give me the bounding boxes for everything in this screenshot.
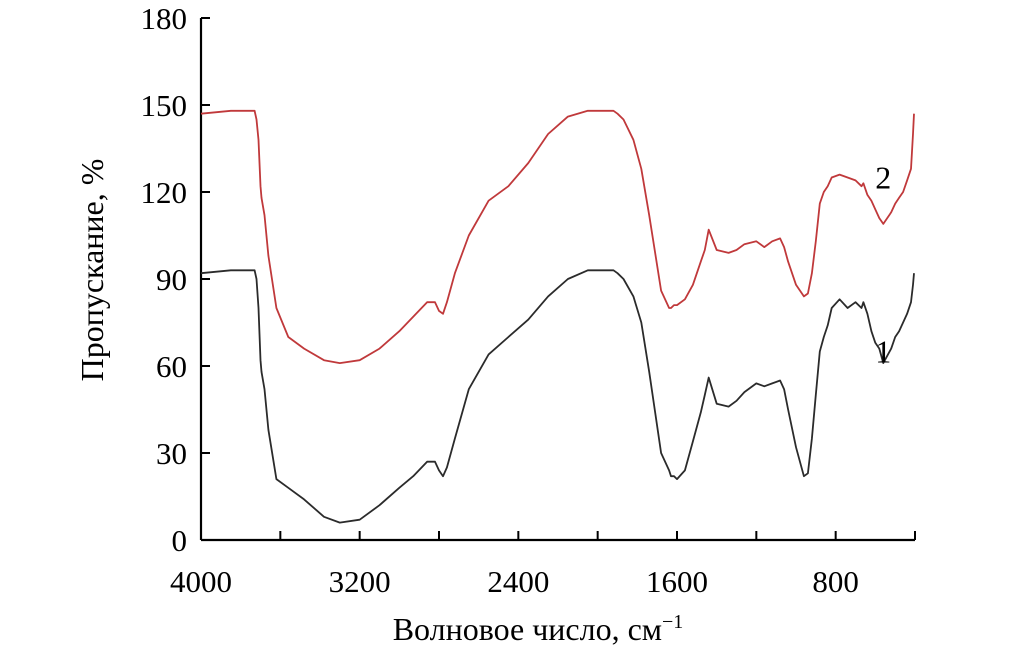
x-axis-title: Волновое число, см−1	[393, 611, 684, 647]
series-1-line	[200, 269, 915, 524]
x-axis-title-superscript: −1	[662, 611, 683, 633]
series-labels: 12	[875, 160, 891, 370]
y-tick-label: 90	[156, 262, 187, 297]
y-tick-label: 60	[156, 349, 187, 384]
y-tick-label: 120	[141, 175, 188, 210]
y-axis-title: Пропускание, %	[74, 159, 110, 382]
x-ticks: 4000 3200 2400 1600 800	[170, 531, 916, 599]
x-axis-title-text: Волновое число, см	[393, 611, 662, 647]
y-tick-label: 150	[141, 88, 188, 123]
x-tick-label: 2400	[487, 564, 549, 599]
series-2-label: 2	[875, 160, 891, 196]
x-tick-label: 800	[812, 564, 859, 599]
y-tick-label: 30	[156, 436, 187, 471]
series-lines	[200, 109, 915, 524]
y-ticks: 0 30 60 90 120 150 180	[141, 1, 210, 558]
series-1-label: 1	[875, 334, 891, 370]
y-tick-label: 0	[172, 523, 188, 558]
y-tick-label: 180	[141, 1, 188, 36]
x-tick-label: 3200	[329, 564, 391, 599]
axes	[199, 18, 915, 542]
series-2-line	[200, 109, 915, 365]
x-tick-label: 4000	[170, 564, 232, 599]
x-tick-label: 1600	[646, 564, 708, 599]
